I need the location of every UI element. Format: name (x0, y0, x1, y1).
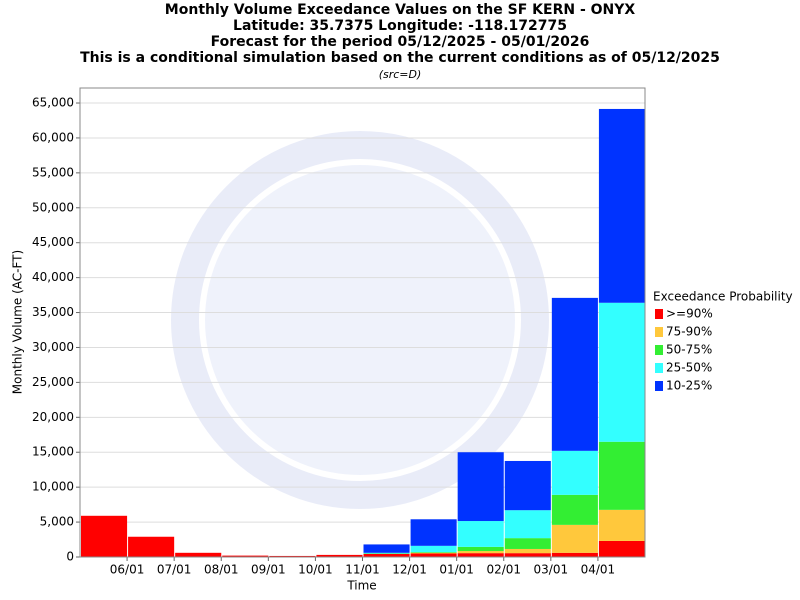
x-tick-label: 10/01 (298, 563, 333, 577)
bar-segment (504, 538, 551, 549)
bar-segment (222, 555, 269, 557)
bar-segment (598, 302, 645, 442)
x-tick-label: 02/01 (486, 563, 521, 577)
legend-swatch (655, 381, 663, 391)
chart-subtitle: Forecast for the period 05/12/2025 - 05/… (211, 34, 590, 50)
bar-segment (410, 552, 457, 554)
bar-segment (128, 536, 175, 557)
bar-segment (598, 540, 645, 557)
bar-segment (551, 524, 598, 553)
bar-segment (551, 450, 598, 495)
legend-label: 10-25% (666, 379, 712, 393)
x-tick-label: 03/01 (534, 563, 569, 577)
y-tick-label: 30,000 (32, 340, 74, 354)
bar-segment (457, 546, 504, 552)
legend-swatch (655, 327, 663, 337)
y-tick-label: 35,000 (32, 305, 74, 319)
x-tick-label: 11/01 (345, 563, 380, 577)
legend-swatch (655, 345, 663, 355)
x-tick-label: 12/01 (392, 563, 427, 577)
bar-segment (175, 552, 222, 557)
x-tick-label: 06/01 (110, 563, 145, 577)
legend-label: 50-75% (666, 343, 712, 357)
bar-segment (363, 552, 410, 554)
y-tick-label: 65,000 (32, 96, 74, 110)
x-tick-label: 08/01 (204, 563, 239, 577)
bar-segment (410, 552, 457, 553)
bar-segment (457, 553, 504, 557)
bar-segment (457, 551, 504, 554)
bar-segment (551, 552, 598, 557)
x-tick-label: 07/01 (157, 563, 192, 577)
bar-segment (363, 553, 410, 557)
y-tick-label: 10,000 (32, 480, 74, 494)
chart-title: Monthly Volume Exceedance Values on the … (165, 2, 636, 18)
plot-border (79, 87, 646, 558)
bar-segment (504, 510, 551, 539)
y-tick-label: 15,000 (32, 445, 74, 459)
x-axis-label: Time (346, 579, 376, 593)
y-tick-label: 25,000 (32, 375, 74, 389)
y-tick-label: 0 (66, 550, 74, 564)
y-tick-label: 55,000 (32, 165, 74, 179)
bar-segment (504, 460, 551, 511)
x-tick-label: 09/01 (251, 563, 286, 577)
bar-segment (598, 108, 645, 303)
bar-segment (410, 545, 457, 553)
bar-segment (504, 553, 551, 557)
legend-label: >=90% (666, 307, 713, 321)
y-axis-label: Monthly Volume (AC-FT) (11, 250, 25, 394)
x-tick-label: 04/01 (581, 563, 616, 577)
legend-swatch (655, 363, 663, 373)
bar-segment (598, 441, 645, 510)
bar-segment (551, 494, 598, 525)
y-tick-label: 40,000 (32, 270, 74, 284)
bar-segment (269, 555, 316, 557)
bar-segment (410, 553, 457, 557)
bar-segment (504, 548, 551, 554)
chart-subtitle: Latitude: 35.7375 Longitude: -118.172775 (233, 18, 567, 34)
y-tick-label: 5,000 (40, 515, 74, 529)
watermark (171, 131, 549, 509)
y-tick-label: 20,000 (32, 410, 74, 424)
bar-segment (551, 297, 598, 451)
bar-segment (457, 521, 504, 547)
y-tick-label: 60,000 (32, 130, 74, 144)
bar-segment (457, 452, 504, 522)
bar-segment (598, 509, 645, 541)
chart-subtitle: This is a conditional simulation based o… (80, 50, 720, 66)
legend-title: Exceedance Probability (653, 290, 793, 304)
legend-label: 75-90% (666, 325, 712, 339)
y-tick-label: 45,000 (32, 235, 74, 249)
bar-segment (81, 515, 128, 557)
source-note: (src=D) (379, 68, 422, 81)
bar-segment (316, 554, 363, 557)
legend-label: 25-50% (666, 361, 712, 375)
bar-segment (363, 544, 410, 553)
legend-swatch (655, 309, 663, 319)
x-tick-label: 01/01 (439, 563, 474, 577)
bar-segment (410, 519, 457, 546)
y-tick-label: 50,000 (32, 200, 74, 214)
